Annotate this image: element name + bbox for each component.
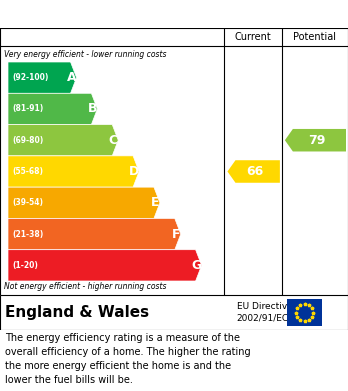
Polygon shape [8, 62, 77, 93]
Text: Potential: Potential [293, 32, 337, 42]
Text: Very energy efficient - lower running costs: Very energy efficient - lower running co… [4, 50, 166, 59]
Text: (21-38): (21-38) [12, 230, 43, 239]
Text: (55-68): (55-68) [12, 167, 43, 176]
Text: E: E [151, 196, 159, 209]
Text: B: B [88, 102, 97, 115]
Text: Energy Efficiency Rating: Energy Efficiency Rating [5, 7, 215, 22]
Polygon shape [8, 187, 160, 219]
Text: D: D [129, 165, 139, 178]
Text: 66: 66 [246, 165, 264, 178]
Polygon shape [8, 250, 201, 281]
Bar [287, 299, 322, 326]
Polygon shape [8, 125, 118, 156]
Text: (69-80): (69-80) [12, 136, 43, 145]
Text: C: C [109, 134, 118, 147]
Text: England & Wales: England & Wales [5, 305, 149, 320]
Bar [0, 28, 224, 295]
Text: G: G [191, 259, 202, 272]
Polygon shape [8, 156, 139, 187]
Text: (92-100): (92-100) [12, 73, 48, 82]
Text: 79: 79 [308, 134, 326, 147]
Polygon shape [8, 93, 97, 125]
Text: (81-91): (81-91) [12, 104, 43, 113]
Polygon shape [285, 129, 346, 151]
Polygon shape [8, 219, 181, 250]
Text: (39-54): (39-54) [12, 198, 43, 207]
Text: Not energy efficient - higher running costs: Not energy efficient - higher running co… [4, 282, 166, 291]
Polygon shape [228, 160, 280, 183]
Text: F: F [172, 228, 180, 240]
Text: EU Directive
2002/91/EC: EU Directive 2002/91/EC [237, 302, 293, 323]
Text: (1-20): (1-20) [12, 261, 38, 270]
Text: The energy efficiency rating is a measure of the
overall efficiency of a home. T: The energy efficiency rating is a measur… [5, 333, 251, 385]
Text: Current: Current [235, 32, 271, 42]
Text: A: A [67, 71, 76, 84]
